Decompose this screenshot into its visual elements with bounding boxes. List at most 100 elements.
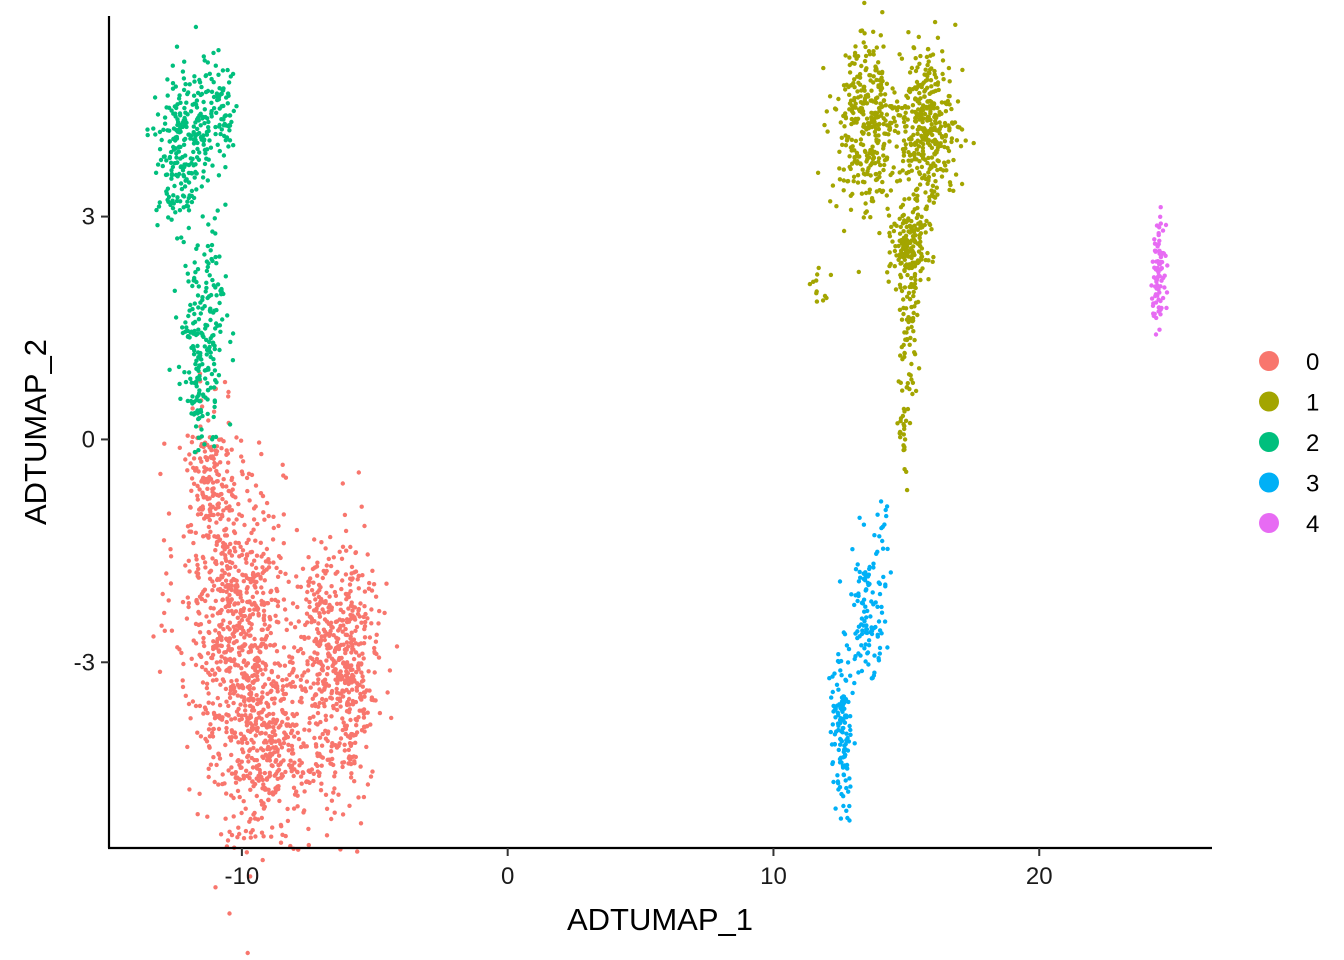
point [158, 157, 164, 163]
point [263, 661, 268, 667]
point [199, 357, 204, 362]
point [369, 588, 375, 593]
point [243, 806, 248, 811]
point [830, 183, 836, 188]
point [273, 759, 278, 764]
point [294, 674, 300, 679]
point [861, 215, 866, 220]
point [868, 215, 873, 220]
point [911, 310, 916, 316]
point [222, 114, 227, 119]
point [189, 411, 194, 416]
point [336, 657, 341, 663]
point [334, 639, 340, 645]
point [183, 379, 189, 385]
point [344, 617, 350, 622]
point [194, 597, 199, 603]
point [203, 326, 208, 331]
point [191, 93, 197, 98]
point [208, 317, 213, 323]
point [217, 347, 222, 353]
point [840, 763, 846, 768]
point [870, 675, 875, 681]
point [264, 700, 269, 706]
point [863, 44, 868, 50]
point [189, 188, 195, 194]
point [929, 165, 934, 170]
point [225, 596, 230, 601]
point [900, 202, 906, 208]
point [214, 307, 219, 313]
point [247, 620, 252, 626]
point [173, 315, 179, 320]
point [915, 65, 920, 70]
point [909, 361, 914, 367]
point [858, 162, 863, 167]
point [312, 537, 317, 542]
point [893, 287, 899, 292]
point [358, 601, 363, 606]
point [316, 773, 322, 778]
point [344, 548, 349, 553]
point [191, 149, 196, 155]
point [888, 261, 893, 267]
point [377, 608, 382, 614]
point [852, 50, 858, 56]
point [370, 769, 375, 774]
point [350, 667, 355, 672]
point [847, 92, 852, 98]
point [926, 258, 931, 263]
point [236, 540, 241, 546]
point [900, 168, 905, 173]
point [206, 125, 211, 130]
point [369, 607, 374, 612]
point [201, 142, 206, 147]
point [191, 130, 196, 135]
point [259, 598, 264, 604]
point [231, 611, 236, 617]
point [187, 82, 192, 87]
point [316, 582, 322, 588]
point [872, 670, 877, 675]
point [245, 488, 250, 494]
point [923, 230, 928, 235]
point [1149, 283, 1154, 288]
point [171, 136, 176, 142]
point [346, 747, 351, 753]
point [276, 725, 281, 730]
point [169, 217, 174, 222]
point [841, 749, 846, 755]
point [261, 720, 267, 725]
point [171, 193, 176, 198]
point [931, 161, 936, 166]
point [195, 573, 200, 579]
point [892, 90, 897, 95]
point [232, 601, 238, 606]
point [243, 573, 248, 578]
point [215, 142, 220, 147]
point [198, 653, 203, 659]
point [260, 857, 265, 863]
point [162, 115, 168, 120]
point [208, 354, 213, 360]
point [908, 335, 913, 341]
point [891, 228, 897, 234]
point [209, 256, 214, 262]
point [180, 684, 186, 690]
point [281, 512, 286, 517]
point [918, 277, 923, 283]
point [893, 244, 898, 249]
point [240, 648, 245, 653]
point [387, 668, 393, 673]
point [925, 62, 930, 68]
point [917, 182, 923, 187]
point [210, 588, 215, 593]
point [286, 742, 291, 747]
point [236, 758, 241, 763]
point [866, 131, 871, 137]
point [945, 101, 950, 107]
point [211, 414, 216, 420]
point [901, 150, 907, 155]
point [343, 528, 349, 534]
point [247, 748, 252, 753]
